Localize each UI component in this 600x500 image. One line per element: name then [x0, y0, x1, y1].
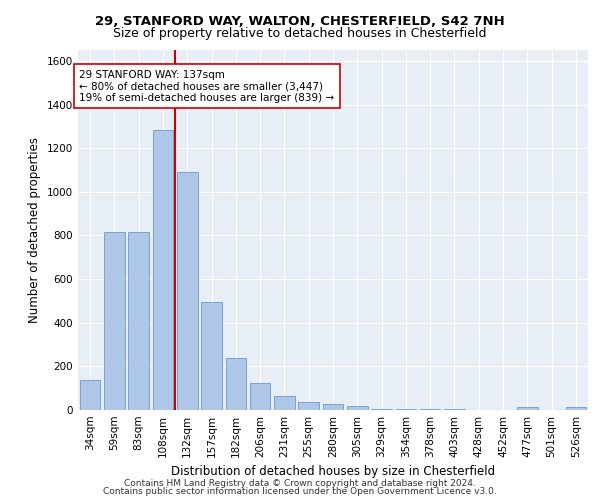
Bar: [347, 406, 368, 410]
Text: Size of property relative to detached houses in Chesterfield: Size of property relative to detached ho…: [113, 28, 487, 40]
Bar: [517, 407, 538, 410]
Bar: [104, 232, 125, 410]
X-axis label: Distribution of detached houses by size in Chesterfield: Distribution of detached houses by size …: [171, 466, 495, 478]
Y-axis label: Number of detached properties: Number of detached properties: [28, 137, 41, 323]
Bar: [298, 402, 319, 410]
Bar: [371, 408, 392, 410]
Bar: [395, 408, 416, 410]
Bar: [201, 302, 222, 410]
Bar: [323, 404, 343, 410]
Text: Contains public sector information licensed under the Open Government Licence v3: Contains public sector information licen…: [103, 487, 497, 496]
Bar: [128, 232, 149, 410]
Bar: [177, 172, 197, 410]
Bar: [250, 382, 271, 410]
Bar: [420, 408, 440, 410]
Bar: [152, 130, 173, 410]
Bar: [566, 407, 586, 410]
Bar: [274, 396, 295, 410]
Text: Contains HM Land Registry data © Crown copyright and database right 2024.: Contains HM Land Registry data © Crown c…: [124, 478, 476, 488]
Bar: [80, 380, 100, 410]
Bar: [226, 358, 246, 410]
Text: 29 STANFORD WAY: 137sqm
← 80% of detached houses are smaller (3,447)
19% of semi: 29 STANFORD WAY: 137sqm ← 80% of detache…: [79, 70, 334, 103]
Text: 29, STANFORD WAY, WALTON, CHESTERFIELD, S42 7NH: 29, STANFORD WAY, WALTON, CHESTERFIELD, …: [95, 15, 505, 28]
